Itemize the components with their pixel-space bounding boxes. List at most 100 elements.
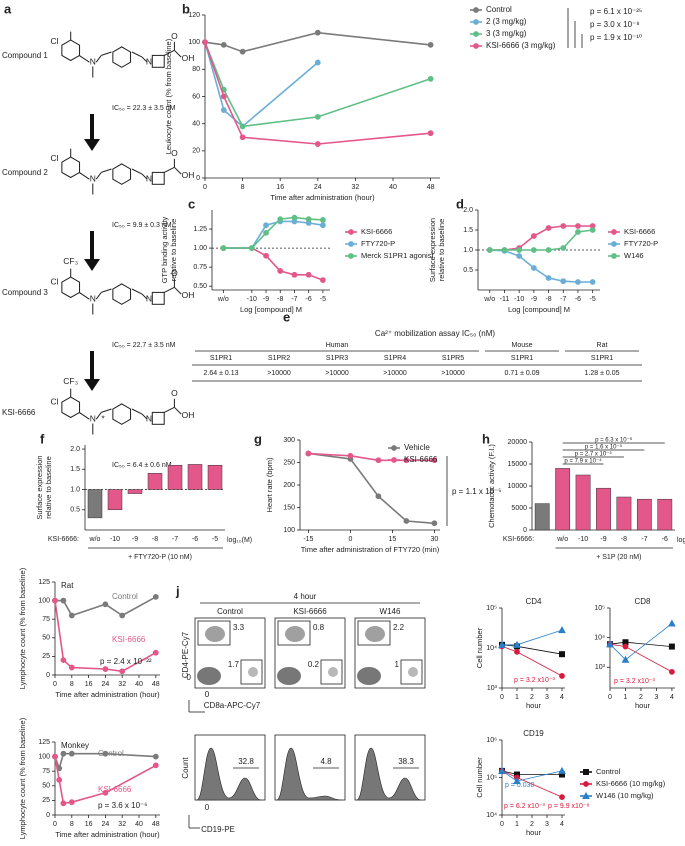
y-tick-label: 10⁴ [594, 634, 605, 641]
bond [141, 293, 148, 300]
y-tick-label: 100 [283, 527, 295, 534]
histogram [196, 747, 262, 801]
bond [131, 51, 143, 58]
atom-label: N [146, 173, 152, 183]
bond [131, 408, 143, 415]
y-tick-label: 0.5 [70, 507, 80, 514]
atom-label: OH [182, 170, 195, 180]
data-point [263, 222, 269, 229]
ic50: IC₅₀ = 22.7 ± 3.5 nM [112, 342, 176, 349]
data-point [403, 457, 410, 464]
data-point [498, 640, 506, 648]
x-tick-label: 40 [135, 681, 143, 688]
y-tick-label: 0 [523, 527, 527, 534]
annotation: p = 3.6 x 10⁻⁶ [98, 801, 148, 810]
y-tick-label: 300 [283, 437, 295, 444]
legend-marker [473, 7, 479, 13]
x-axis-label: Time after administration (hour) [55, 830, 160, 839]
column-header: S1PR3 [326, 355, 348, 362]
x-tick-label: 32 [118, 821, 126, 828]
data-point [291, 271, 298, 278]
x-tick-label: 3 [545, 821, 549, 828]
series-line [501, 770, 563, 782]
annotation: p = 6.2 x10⁻³ [504, 803, 546, 810]
legend-marker [391, 445, 397, 451]
data-point [486, 247, 493, 253]
y-tick-label: 120 [188, 12, 200, 19]
data-point [589, 279, 596, 285]
annotation: p = 3.2 x10⁻³ [514, 677, 556, 684]
population [408, 667, 418, 677]
data-point [263, 252, 269, 259]
data-point [530, 265, 537, 271]
histogram [356, 747, 422, 801]
bond [163, 166, 175, 173]
bond [101, 51, 112, 56]
annotation: p = 1.6 x 10⁻⁵ [585, 444, 623, 451]
column-label: KSI-6666 [293, 607, 327, 616]
ring [61, 276, 81, 299]
data-point [220, 107, 227, 113]
x-tick-label: 24 [314, 184, 322, 191]
x-tick-label: w/o [89, 536, 101, 543]
y-axis-label: Cell number [475, 757, 484, 798]
data-point [501, 247, 508, 253]
x-axis-label: Time after administration (hour) [55, 690, 160, 699]
data-point [403, 518, 410, 524]
data-point [277, 216, 284, 223]
bond [174, 286, 182, 295]
data-point [102, 750, 109, 757]
data-point [52, 753, 58, 760]
data-point [558, 626, 566, 634]
bar [657, 498, 673, 531]
x-tick-label: 3 [654, 694, 658, 701]
y-tick-label: 0 [196, 175, 200, 182]
annotation: p = 0.030 [505, 782, 534, 789]
legend-label: Vehicle [404, 443, 430, 452]
chart-title: CD19 [523, 729, 544, 738]
bond [78, 54, 90, 63]
series-line [609, 643, 673, 673]
column-header: S1PR1 [210, 355, 232, 362]
y-tick-label: 60 [192, 93, 200, 100]
y-tick-label: 2.0 [70, 446, 80, 453]
y-axis-label: Leukocyte count (% from baseline) [164, 38, 173, 154]
x-tick-label: 4 [560, 821, 564, 828]
data-point [314, 29, 321, 36]
y-tick-label: 40 [192, 121, 200, 128]
atom-label: N [90, 413, 96, 423]
x-tick-label: 2 [639, 694, 643, 701]
data-point [427, 130, 434, 137]
x-tick-label: -9 [132, 536, 138, 543]
table-cell: >10000 [325, 370, 349, 377]
ic50: IC₅₀ = 9.9 ± 0.3 nM [112, 222, 172, 229]
category-label: KSI-6666: [503, 536, 534, 543]
bar [534, 503, 550, 531]
y-tick-label: 10000 [508, 483, 528, 490]
legend-label: FTY720-P [624, 239, 658, 248]
y-tick-label: 75 [42, 616, 50, 623]
data-point [668, 619, 676, 627]
bar [636, 498, 652, 531]
data-point [606, 640, 614, 648]
x-tick-label: 30 [431, 536, 439, 543]
data-point [559, 673, 565, 679]
y-tick-label: 10³ [487, 685, 498, 692]
data-point [68, 750, 75, 757]
x-tick-label: 40 [389, 184, 397, 191]
atom-label: Cl [51, 276, 59, 286]
y-axis-label: Surface expression [428, 218, 437, 282]
gate-value: 1 [395, 660, 400, 669]
panel-label: j [175, 583, 180, 598]
y-tick-label: 100 [188, 39, 200, 46]
legend-marker [348, 241, 354, 247]
x-tick-label: 24 [102, 821, 110, 828]
y-axis-label: Heart rate (bpm) [265, 457, 274, 513]
group-header: Rat [597, 342, 608, 349]
x-tick-label: -7 [560, 296, 566, 303]
population [328, 667, 338, 677]
gate-value: 0.8 [313, 623, 325, 632]
y-tick-label: 0 [46, 812, 50, 819]
legend-marker [473, 19, 479, 25]
bond [78, 291, 90, 300]
